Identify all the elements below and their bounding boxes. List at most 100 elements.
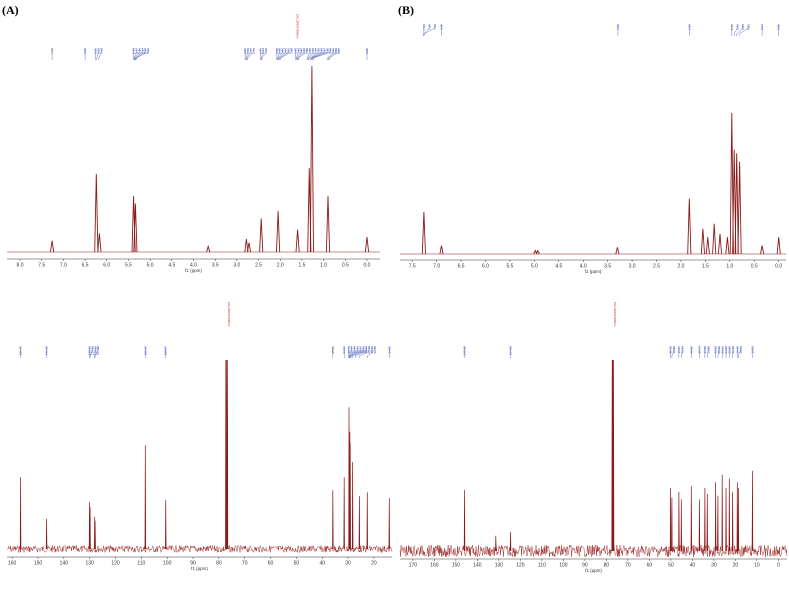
spectrum-peak (737, 161, 742, 255)
peak-label-leader (350, 347, 364, 358)
spectrum-peak (97, 233, 102, 253)
x-tick-label: 90 (582, 563, 588, 569)
spectrum-peak (144, 445, 147, 550)
spectrum-peak (698, 499, 701, 552)
x-tick-label: 150 (34, 561, 43, 567)
peak-label: 5.32 (146, 48, 150, 54)
x-tick-label: 3.0 (233, 263, 240, 269)
spectrum-peak (364, 237, 370, 253)
peak-label: 24.36 (724, 346, 728, 354)
peak-label: 1.63 (296, 48, 300, 54)
peak-label: 29.31 (356, 346, 360, 354)
chart-a-carbon-nmr: 160 150 140 130 120 110 100 90 80 70 60 50 40 30 20 f1 … (6, 302, 393, 571)
spectrum-peak (206, 244, 211, 253)
peak-label: 46.27 (677, 346, 681, 354)
spectrum-peak (706, 493, 708, 552)
peak-label-leader (311, 49, 325, 60)
peak-label: 1.25 (325, 48, 329, 54)
peak-label: 2.79 (246, 48, 250, 54)
peak-label: 7.26 (433, 24, 437, 30)
peak-label-leader (352, 347, 367, 358)
spectrum-peak (669, 487, 672, 552)
x-tick-label: 30 (711, 563, 717, 569)
spectrum-peak (94, 520, 96, 550)
x-tick-label: 6.0 (482, 264, 489, 270)
peak-label: 1.65 (293, 48, 297, 54)
spectrum-peak (509, 531, 512, 552)
x-axis-title: f1 (ppm) (185, 268, 202, 273)
peak-label: 50.15 (669, 346, 673, 354)
peak-label-leader (280, 49, 292, 60)
peak-label: 5.38 (132, 48, 136, 54)
peak-label: 25.62 (370, 346, 374, 354)
peak-label-leader (279, 49, 289, 60)
peak-label-leader (348, 347, 352, 358)
x-tick-label: 60 (268, 561, 274, 567)
x-tick-label: 80 (604, 563, 610, 569)
x-tick-label: 4.0 (190, 263, 197, 269)
x-tick-label: 130 (495, 563, 504, 569)
peak-label: 31.51 (342, 346, 346, 354)
peak-label: 0.89 (334, 48, 338, 54)
spectrum-peak (736, 482, 739, 552)
spectrum-peak (463, 489, 466, 552)
spectrum-peak (358, 496, 361, 550)
peak-label: 1.60 (302, 48, 306, 54)
peak-label: 0.00 (365, 48, 369, 54)
spectrum-peak (728, 478, 731, 552)
x-tick-label: 6.0 (103, 263, 110, 269)
x-tick-label: 4.0 (580, 264, 587, 270)
x-tick-label: 20 (733, 563, 739, 569)
x-tick-label: 160 (8, 561, 17, 567)
peak-label-leader (277, 49, 280, 60)
spectrum-peak (366, 492, 368, 550)
peak-label: 29.20 (714, 346, 718, 354)
x-tick-label: 1.5 (298, 263, 305, 269)
peak-label-leader (681, 347, 683, 358)
spectrum-peak (295, 229, 300, 253)
peak-label: 0.87 (337, 48, 341, 54)
spectrum-peak (712, 223, 717, 255)
peak-label: 0.34 (760, 24, 764, 30)
x-tick-label: 4.5 (555, 264, 562, 270)
peak-label: 5.34 (140, 48, 144, 54)
peak-label-leader (738, 25, 749, 36)
peak-label: 1.99 (289, 48, 293, 54)
x-tick-label: 2.0 (677, 264, 684, 270)
spectrum-peak (717, 233, 723, 255)
peak-label: 36.74 (697, 346, 701, 354)
peak-label: 2.08 (275, 48, 279, 54)
peak-label: 6.18 (99, 48, 103, 54)
peak-label: 27.19 (367, 346, 371, 354)
peak-label: 2.03 (284, 48, 288, 54)
peak-label: 29.64 (350, 346, 354, 354)
peak-label: 33.08 (706, 346, 710, 354)
peak-label: 2.75 (252, 48, 256, 54)
peak-label-leader (328, 49, 337, 60)
peak-label-leader (94, 347, 99, 358)
x-tick-label: 140 (60, 561, 69, 567)
peak-label-leader (98, 49, 102, 60)
solvent-label: CHLOROFORM-d (227, 302, 231, 327)
peak-label-leader (297, 49, 302, 60)
x-tick-label: 0.5 (751, 264, 758, 270)
peak-label: 1.83 (687, 24, 691, 30)
peak-label-leader (671, 347, 675, 358)
spectrum-peak (680, 499, 683, 552)
spectrum-peak (725, 487, 727, 552)
peak-label: 2.05 (281, 48, 285, 54)
peak-label: 26.12 (721, 346, 725, 354)
x-tick-label: 8.0 (17, 263, 24, 269)
x-tick-label: 7.5 (38, 263, 45, 269)
peak-label: 2.46 (258, 48, 262, 54)
x-tick-label: 7.0 (60, 263, 67, 269)
x-tick-label: 0 (777, 563, 780, 569)
peak-label-leader (306, 49, 311, 60)
x-tick-label: 2.5 (653, 264, 660, 270)
peak-label: 0.81 (746, 24, 750, 30)
x-tick-label: 100 (559, 563, 568, 569)
x-tick-label: 40 (319, 561, 325, 567)
spectrum-peak (259, 218, 264, 253)
chart-b-proton-nmr: 7.5 7.0 6.5 6.0 5.5 5.0 4.5 4.0 3.5 3.0 2.5 2.0 1.5 1… (400, 24, 786, 274)
x-tick-label: 0.0 (775, 264, 782, 270)
